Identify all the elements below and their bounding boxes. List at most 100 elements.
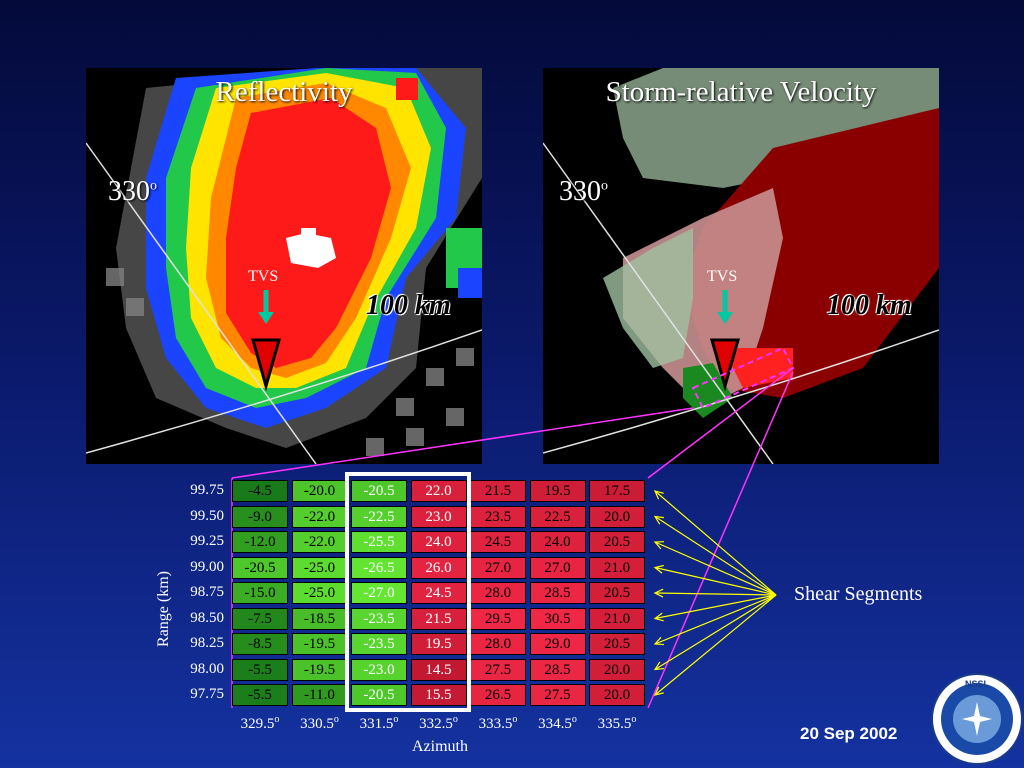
table-cell: 24.0	[529, 531, 586, 553]
row-label: 99.50	[190, 507, 224, 524]
table-cell: 24.5	[470, 531, 526, 553]
table-cell: 28.5	[529, 582, 586, 604]
column-label: 334.5o	[538, 714, 577, 732]
table-cell: -15.0	[232, 582, 288, 604]
shear-arrow	[654, 594, 777, 645]
row-label: 99.25	[190, 533, 224, 549]
table-cell: 22.0	[410, 480, 467, 502]
row-label: 99.75	[190, 482, 224, 498]
azimuth-330-label: 330o	[108, 176, 157, 207]
table-cell: -22.0	[291, 531, 348, 553]
shear-arrow-head	[653, 490, 664, 500]
shear-arrow-head	[653, 588, 664, 598]
table-cell: 19.5	[529, 480, 586, 502]
column-label: 332.5o	[419, 714, 458, 732]
table-cell: 21.0	[589, 607, 645, 630]
row-label: 98.50	[190, 609, 224, 626]
table-cell: 30.5	[529, 607, 586, 630]
table-cell: 17.5	[589, 480, 645, 502]
table-cell: 24.5	[410, 582, 467, 604]
table-cell: -23.5	[351, 633, 407, 655]
shear-arrow	[654, 592, 777, 596]
table-cell: -25.5	[351, 531, 407, 553]
column-label: 333.5o	[478, 714, 518, 732]
table-cell: -19.5	[291, 658, 348, 681]
table-cell: -23.0	[351, 658, 407, 681]
table-cell: 23.0	[410, 505, 467, 528]
table-cell: 28.0	[470, 633, 526, 655]
table-cell: -27.0	[351, 582, 407, 604]
shear-segment-arrows	[653, 490, 777, 696]
shear-arrow-head	[653, 612, 664, 622]
tvs-label: TVS	[707, 268, 738, 285]
reflectivity-image	[86, 68, 482, 464]
shear-arrow	[654, 490, 777, 596]
table-cell: 20.0	[589, 658, 645, 681]
row-label: 99.00	[190, 558, 224, 575]
y-axis-title: Range (km)	[155, 571, 172, 647]
table-cell: 29.0	[529, 633, 586, 655]
shear-arrow	[654, 594, 777, 671]
table-cell: 22.5	[529, 505, 586, 528]
velocity-panel: Storm-relative Velocity 330o TVS 100 km	[543, 68, 939, 464]
shear-arrow-head	[653, 541, 665, 550]
table-cell: 27.0	[470, 556, 526, 579]
table-cell: 14.5	[410, 658, 467, 681]
table-cell: -23.5	[351, 607, 407, 630]
x-axis-title: Azimuth	[412, 738, 468, 755]
nssl-logo: NSSL	[931, 673, 1023, 765]
table-cell: 21.0	[589, 556, 645, 579]
shear-arrow	[654, 594, 777, 620]
reflectivity-title: Reflectivity	[215, 76, 353, 108]
date-label: 20 Sep 2002	[800, 724, 898, 743]
table-cell: 27.5	[529, 684, 586, 706]
shear-arrow-head	[653, 515, 665, 525]
table-cell: -20.0	[291, 480, 348, 502]
table-cell: -25.0	[291, 556, 348, 579]
table-cell: 19.5	[410, 633, 467, 655]
row-label: 98.75	[190, 584, 224, 600]
svg-text:NSSL: NSSL	[965, 679, 990, 689]
table-cell: -5.5	[232, 684, 288, 706]
table-cell: 27.5	[470, 658, 526, 681]
table-cell: 23.5	[470, 505, 526, 528]
table-cell: -26.5	[351, 556, 407, 579]
table-cell: 20.0	[589, 684, 645, 706]
shear-arrow	[654, 515, 777, 596]
table-cell: 15.5	[410, 684, 467, 706]
shear-arrow	[654, 541, 777, 596]
shear-arrow-head	[653, 636, 665, 646]
range-100km-label: 100 km	[827, 290, 912, 321]
table-cell: 24.0	[410, 531, 467, 553]
table-cell: -9.0	[232, 505, 288, 528]
column-label: 330.5o	[300, 714, 339, 732]
shear-arrow-head	[653, 686, 664, 696]
table-cell: 21.5	[410, 607, 467, 630]
table-cell: -20.5	[351, 480, 407, 502]
shear-arrow-head	[653, 661, 665, 671]
table-cell: 26.5	[470, 684, 526, 706]
table-cell: -12.0	[232, 531, 288, 553]
table-cell: -19.5	[291, 633, 348, 655]
table-cell: 28.5	[529, 658, 586, 681]
azimuth-330-label: 330o	[559, 176, 608, 207]
table-cell: 21.5	[470, 480, 526, 502]
velocity-image	[543, 68, 939, 464]
table-cell: -25.0	[291, 582, 348, 604]
table-cell: -20.5	[351, 684, 407, 706]
table-cell: -11.0	[291, 684, 348, 706]
shear-arrow	[654, 566, 777, 596]
table-cell: 26.0	[410, 556, 467, 579]
velocity-title: Storm-relative Velocity	[605, 76, 877, 108]
table-cell: 29.5	[470, 607, 526, 630]
table-cell: -5.5	[232, 658, 288, 681]
table-cell: 20.5	[589, 531, 645, 553]
row-label: 98.25	[190, 635, 224, 651]
table-cell: -4.5	[232, 480, 288, 502]
highlight-box	[345, 472, 471, 712]
reflectivity-panel: Reflectivity 330o TVS 100 km	[86, 68, 482, 464]
column-label: 331.5o	[359, 714, 399, 732]
table-cell: 20.5	[589, 582, 645, 604]
table-cell: -18.5	[291, 607, 348, 630]
row-label: 97.75	[190, 686, 224, 702]
